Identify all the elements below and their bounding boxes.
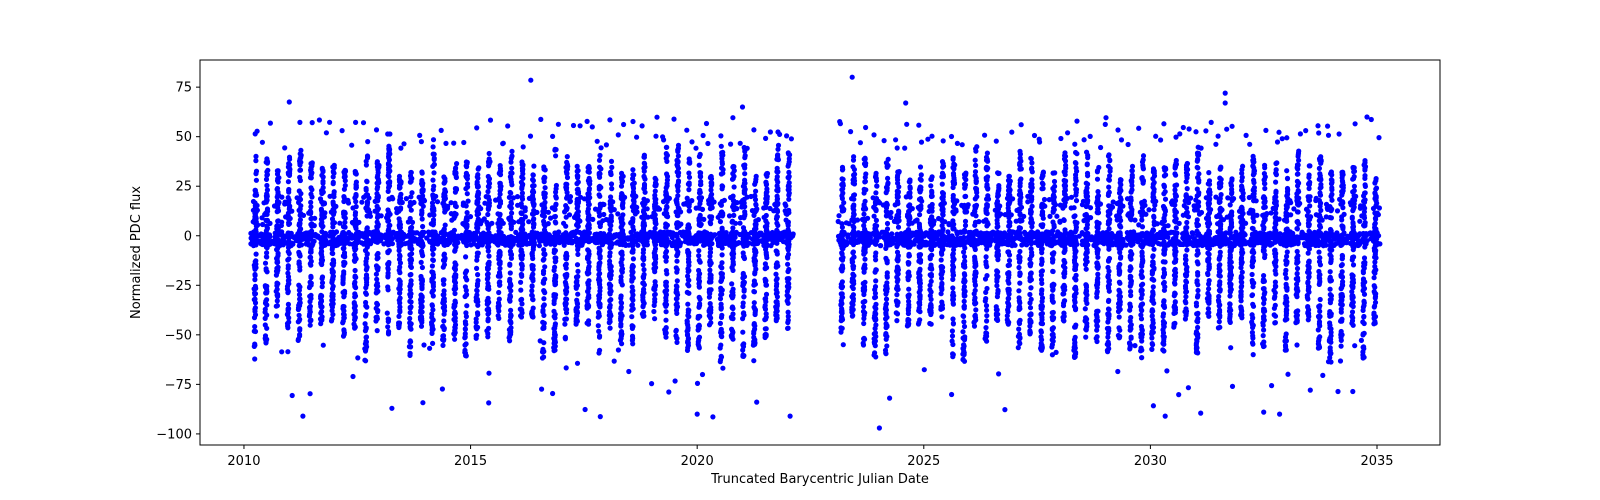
x-axis-ticks: 2010 2015 2020 2025 2030 2035	[227, 445, 1394, 469]
y-tick-label: −25	[165, 279, 192, 294]
y-axis-ticks: 75 50 25 0 −25 −50 −75 −100	[156, 81, 200, 442]
y-tick-label: −75	[165, 378, 192, 393]
x-tick-label: 2025	[907, 454, 940, 469]
y-tick-label: −50	[165, 328, 192, 343]
y-tick-label: 0	[184, 229, 192, 244]
x-axis-label: Truncated Barycentric Julian Date	[710, 472, 929, 487]
y-tick-label: −100	[156, 427, 192, 442]
y-tick-label: 25	[175, 180, 192, 195]
x-tick-label: 2015	[454, 454, 487, 469]
data-markers	[248, 74, 1383, 431]
x-tick-label: 2030	[1134, 454, 1167, 469]
axes-frame	[199, 59, 1441, 446]
y-axis-label: Normalized PDC flux	[129, 186, 144, 319]
y-tick-label: 50	[175, 130, 192, 145]
x-tick-label: 2020	[681, 454, 714, 469]
y-tick-label: 75	[175, 81, 192, 96]
scatter-points	[248, 74, 1383, 431]
x-tick-label: 2035	[1360, 454, 1393, 469]
x-tick-label: 2010	[227, 454, 260, 469]
